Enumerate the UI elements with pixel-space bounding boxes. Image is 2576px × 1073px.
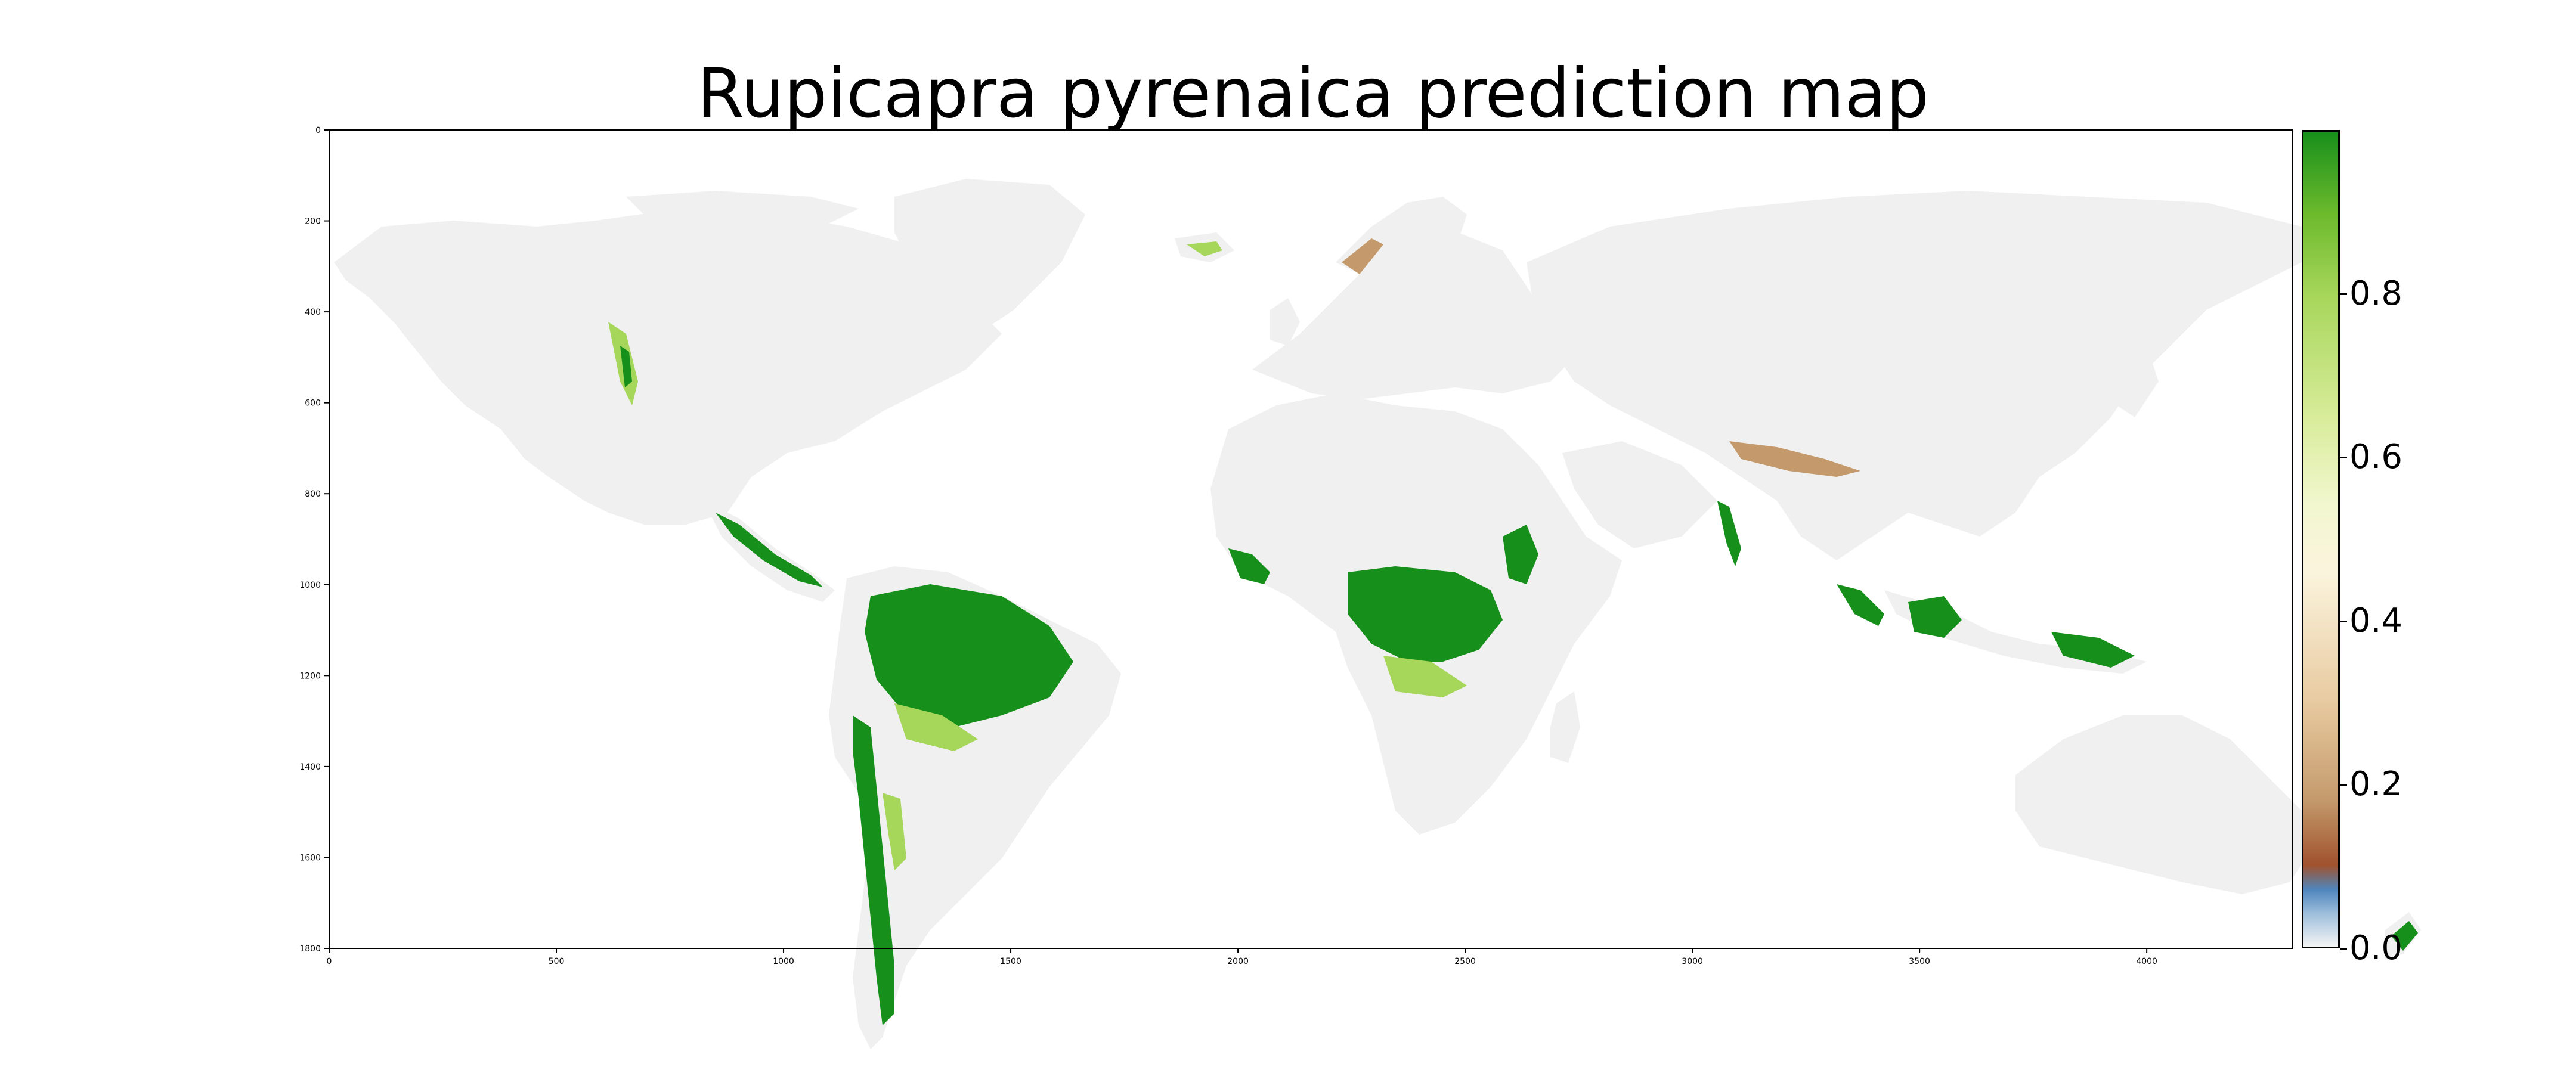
british-isles	[1270, 298, 1300, 346]
andes-mixed	[883, 793, 906, 870]
central-america-region	[716, 513, 823, 587]
colorbar-tick	[2340, 457, 2347, 459]
japan	[2117, 346, 2159, 417]
congo-region	[1348, 566, 1503, 662]
congo-mixed	[1383, 656, 1467, 697]
x-tick-label: 2500	[1454, 957, 1476, 966]
map-frame	[329, 129, 2293, 949]
y-tick-label: 1800	[299, 944, 321, 954]
amazon-mixed	[894, 703, 978, 751]
y-tick-label: 1400	[299, 762, 321, 772]
colorbar-tick	[2340, 948, 2347, 950]
colorbar-tick	[2340, 620, 2347, 622]
x-tick-label: 500	[549, 957, 565, 966]
ethiopia-region	[1503, 525, 1538, 584]
europe	[1252, 227, 1574, 399]
australia	[2015, 715, 2314, 894]
y-tick-label: 1600	[299, 853, 321, 863]
iceland-region	[1187, 241, 1222, 256]
madagascar	[1550, 691, 1580, 763]
x-tick-label: 0	[327, 957, 332, 966]
amazon-region	[865, 584, 1073, 727]
himalaya-region	[1729, 441, 1860, 477]
scandinavia	[1336, 197, 1467, 286]
y-tick-label: 400	[305, 308, 321, 317]
asia	[1527, 191, 2302, 560]
new-guinea-region	[2051, 632, 2135, 668]
prediction-layer	[608, 238, 2418, 1025]
y-tick-label: 1000	[299, 581, 321, 590]
x-tick-label: 3500	[1909, 957, 1930, 966]
colorbar-tick-label: 0.2	[2349, 765, 2403, 804]
x-tick-label: 2000	[1227, 957, 1249, 966]
colorbar-tick	[2340, 293, 2347, 295]
y-tick-label: 600	[305, 399, 321, 408]
y-tick-label: 0	[315, 126, 321, 135]
y-tick-label: 800	[305, 489, 321, 499]
y-tick-label: 1200	[299, 671, 321, 681]
arctic-islands	[626, 191, 859, 232]
colorbar	[2302, 130, 2340, 948]
x-tick-label: 1500	[1000, 957, 1021, 966]
x-axis: 0 500 1000 1500 2000 2500 3000 3500 4000	[327, 948, 2157, 966]
new-zealand-region	[2391, 921, 2418, 951]
colorbar-tick	[2340, 784, 2347, 786]
borneo-region	[1908, 596, 1962, 638]
western-ghats-region	[1717, 501, 1741, 566]
y-axis: 0 200 400 600 800 1000 1200 1400 1600 1800	[299, 126, 329, 954]
colorbar-tick-label: 0.8	[2349, 274, 2403, 313]
colorbar-tick-label: 0.0	[2349, 929, 2403, 967]
greenland	[894, 179, 1085, 334]
colorbar-tick-label: 0.4	[2349, 601, 2403, 640]
map-title: Rupicapra pyrenaica prediction map	[696, 54, 1930, 133]
norway-region	[1342, 238, 1383, 274]
sumatra-region	[1837, 584, 1884, 626]
colorbar-tick-label: 0.6	[2349, 438, 2403, 477]
west-africa-region	[1228, 548, 1270, 584]
x-tick-label: 1000	[773, 957, 794, 966]
x-tick-label: 3000	[1682, 957, 1703, 966]
north-america	[334, 209, 1002, 525]
x-tick-label: 4000	[2136, 957, 2157, 966]
arabian-peninsula	[1562, 441, 1717, 548]
pacific-northwest-core	[620, 346, 632, 387]
y-tick-label: 200	[305, 217, 321, 227]
